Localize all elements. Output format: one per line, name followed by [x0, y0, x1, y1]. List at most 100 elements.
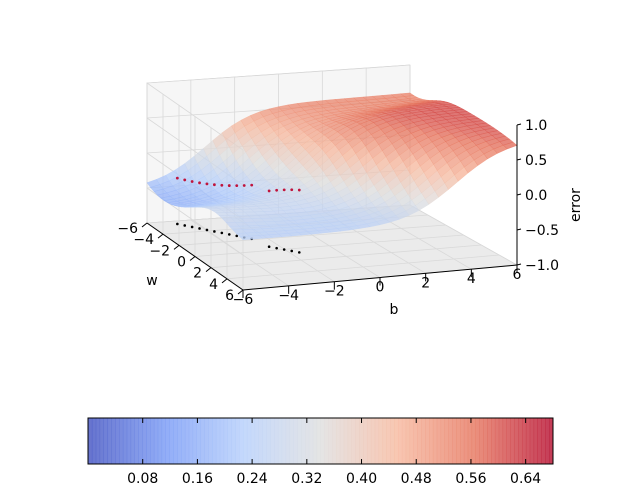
colorbar-stripe	[227, 418, 232, 464]
floor-path-point	[220, 231, 224, 235]
colorbar-stripe	[479, 418, 484, 464]
colorbar-stripes	[88, 418, 554, 464]
surface-path-point	[290, 188, 294, 192]
colorbar-tick-label: 0.24	[237, 471, 268, 487]
colorbar-stripe	[231, 418, 236, 464]
floor-path-point	[198, 227, 201, 230]
colorbar-stripe	[425, 418, 430, 464]
colorbar-stripe	[103, 418, 108, 464]
w-tick-label-mark	[221, 278, 228, 284]
colorbar-stripe	[308, 418, 314, 464]
colorbar-stripe	[289, 418, 294, 464]
colorbar-stripe	[332, 418, 337, 464]
surface-path-point	[227, 184, 231, 187]
b-axis-label: b	[390, 302, 399, 318]
colorbar-stripe	[483, 418, 488, 464]
error-tick-label-mark	[516, 263, 522, 266]
colorbar-stripe	[169, 418, 174, 464]
error-axis-label: error	[568, 188, 584, 222]
surface-path-point	[220, 183, 224, 187]
colorbar-stripe	[413, 418, 418, 464]
colorbar-stripe	[491, 418, 496, 464]
w-tick-label-mark	[189, 256, 196, 261]
w-tick-label: 2	[193, 266, 202, 282]
colorbar-stripe	[219, 418, 225, 464]
colorbar-stripe	[475, 418, 480, 464]
colorbar-stripe	[91, 418, 97, 464]
floor-path-point	[205, 228, 209, 232]
colorbar-ticks: 0.08 0.16 0.24 0.32 0.40 0.48 0.56 0.64	[127, 418, 541, 487]
colorbar-stripe	[518, 418, 523, 464]
colorbar-stripe	[359, 418, 364, 464]
floor-path-point	[275, 246, 278, 250]
w-tick-label: −2	[149, 243, 170, 259]
floor-path-point	[183, 224, 187, 227]
colorbar-frame	[87, 417, 554, 465]
error-tick-label: −1.0	[525, 258, 559, 274]
colorbar-stripe	[467, 418, 473, 464]
colorbar-stripe	[165, 418, 170, 464]
colorbar-stripe	[452, 418, 457, 464]
colorbar-stripe	[460, 418, 465, 464]
w-tick-label: −4	[133, 232, 154, 248]
colorbar-stripe	[324, 418, 329, 464]
surface-path-point	[190, 180, 194, 183]
surface-path-point	[275, 188, 279, 192]
colorbar-stripe	[212, 418, 217, 464]
colorbar-tick-label: 0.48	[401, 471, 432, 487]
colorbar-stripe	[281, 418, 287, 464]
colorbar-stripe	[208, 418, 213, 464]
surface-path-point	[205, 182, 209, 186]
colorbar-stripe	[367, 418, 372, 464]
colorbar-stripe	[297, 418, 302, 464]
colorbar-stripe	[440, 418, 445, 464]
colorbar-stripe	[347, 418, 352, 464]
colorbar-stripe	[494, 418, 500, 464]
error-tick-label-mark	[516, 228, 522, 231]
colorbar-tick-label: 0.56	[455, 471, 486, 487]
colorbar-stripe	[223, 418, 228, 464]
colorbar-stripe	[235, 418, 240, 464]
b-tick-label: −6	[233, 292, 254, 308]
floor-path-point	[290, 249, 294, 253]
colorbar-stripe	[204, 418, 209, 464]
colorbar-stripe	[549, 418, 554, 464]
colorbar-stripe	[390, 418, 395, 464]
colorbar-stripe	[421, 418, 426, 464]
colorbar-stripe	[266, 418, 271, 464]
colorbar-stripe	[429, 418, 434, 464]
floor-path-point	[282, 248, 286, 251]
colorbar-stripe	[111, 418, 116, 464]
surface-path-point	[183, 178, 187, 182]
colorbar-stripe	[545, 418, 550, 464]
w-tick-label: −6	[117, 221, 138, 237]
b-tick-label: 4	[467, 271, 476, 287]
colorbar-stripe	[215, 418, 221, 464]
colorbar-stripe	[401, 418, 407, 464]
colorbar-stripe	[95, 418, 101, 464]
w-axis-label: w	[146, 273, 157, 289]
w-tick-label: 4	[209, 277, 218, 293]
colorbar-stripe	[355, 418, 360, 464]
surface-path-point	[267, 189, 271, 193]
colorbar-stripe	[270, 418, 275, 464]
colorbar-stripe	[153, 418, 159, 464]
w-tick-label: 0	[177, 255, 186, 271]
b-tick-label: 2	[421, 275, 430, 291]
colorbar-stripe	[417, 418, 422, 464]
error-axis-ticks: −1.0 −0.5 0.0 0.5 1.0	[516, 118, 559, 274]
grid-line	[146, 64, 411, 84]
surface-descent-path	[175, 176, 301, 193]
colorbar-stripe	[351, 418, 356, 464]
colorbar-tick-label: 0.32	[291, 471, 322, 487]
colorbar-stripe	[506, 418, 511, 464]
surface-path-point	[235, 184, 239, 188]
colorbar-stripe	[274, 418, 279, 464]
error-tick-label: 0.0	[525, 188, 547, 204]
colorbar-stripe	[130, 418, 135, 464]
colorbar-stripe	[533, 418, 538, 464]
colorbar-stripe	[529, 418, 535, 464]
colorbar-stripe	[525, 418, 531, 464]
colorbar-stripe	[142, 418, 147, 464]
